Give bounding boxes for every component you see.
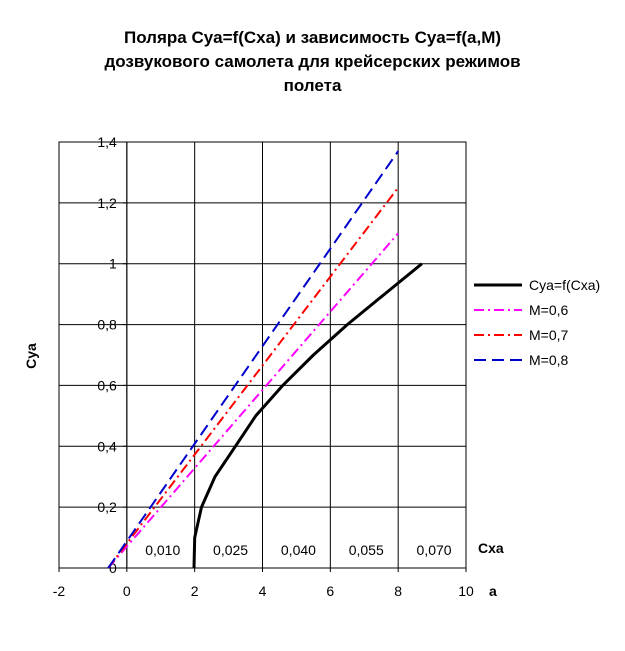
- legend-label-4: M=0,8: [529, 352, 569, 368]
- grid: [58, 141, 467, 569]
- y-tick-label: 0: [109, 560, 117, 576]
- cxa-tick-label: 0,010: [145, 542, 180, 558]
- x-tick-label: 6: [326, 583, 334, 599]
- legend-label-1: Cya=f(Cxa): [529, 277, 600, 293]
- x-tick-label: 4: [259, 583, 267, 599]
- cxa-tick-label: 0,055: [349, 542, 384, 558]
- axes: [58, 141, 467, 572]
- y-axis-label: Cya: [23, 343, 39, 369]
- x-axis-label: a: [489, 583, 497, 599]
- y-tick-label: 0,4: [97, 438, 117, 454]
- x-tick-label: 10: [458, 583, 474, 599]
- title-line-1: Поляра Cya=f(Cxa) и зависимость Cya=f(a,…: [123, 28, 502, 47]
- x-tick-label: 8: [394, 583, 402, 599]
- tick-labels: 0 0,2 0,4 0,6 0,8 1 1,2 1,4 -2 0 2 4 6 8 10: [53, 134, 474, 599]
- cxa-axis-label: Cxa: [478, 540, 504, 556]
- cxa-tick-label: 0,025: [213, 542, 248, 558]
- y-tick-label: 1,2: [97, 195, 117, 211]
- series-group: [107, 150, 423, 569]
- cxa-tick-labels: 0,010 0,025 0,040 0,055 0,070: [145, 542, 452, 558]
- legend-label-2: M=0,6: [529, 302, 569, 318]
- y-tick-label: 1,4: [97, 134, 117, 150]
- legend: Cya=f(Cxa) M=0,6 M=0,7 M=0,8: [474, 277, 600, 368]
- series-line-2: [107, 232, 399, 569]
- series-line-4: [107, 150, 400, 569]
- x-tick-label: 0: [123, 583, 131, 599]
- series-line-1: [192, 262, 423, 569]
- cxa-tick-label: 0,070: [417, 542, 452, 558]
- x-tick-label: 2: [191, 583, 199, 599]
- cxa-tick-label: 0,040: [281, 542, 316, 558]
- y-tick-label: 0,6: [97, 377, 117, 393]
- legend-label-3: M=0,7: [529, 327, 569, 343]
- y-tick-label: 1: [109, 256, 117, 272]
- y-tick-label: 0,2: [97, 499, 117, 515]
- title-line-3: полета: [283, 76, 342, 95]
- y-tick-label: 0,8: [97, 317, 117, 333]
- x-tick-label: -2: [53, 583, 66, 599]
- chart-title: Поляра Cya=f(Cxa) и зависимость Cya=f(a,…: [60, 26, 565, 98]
- title-line-2: дозвукового самолета для крейсерских реж…: [104, 52, 521, 71]
